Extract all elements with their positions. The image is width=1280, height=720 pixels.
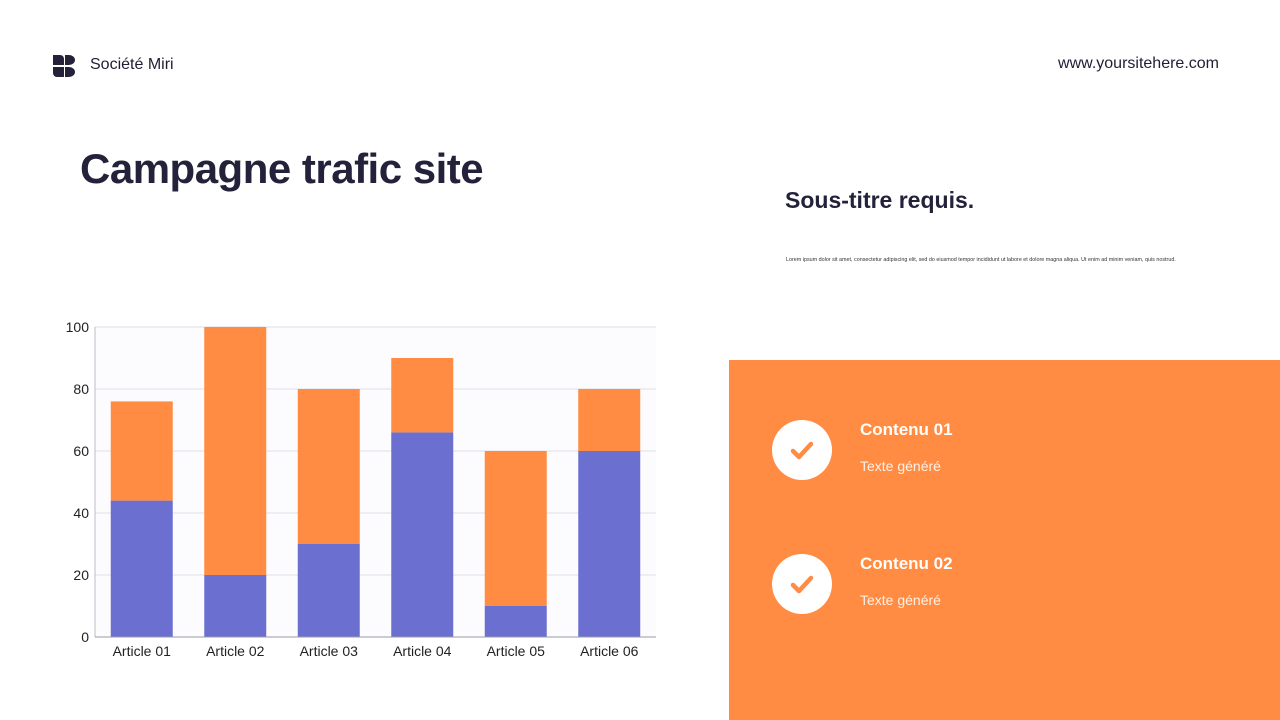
bar-segment xyxy=(391,432,454,637)
bar-segment xyxy=(297,544,360,637)
y-tick-label: 0 xyxy=(81,629,89,645)
x-tick-label: Article 06 xyxy=(580,643,639,659)
bar-segment xyxy=(204,575,267,637)
page-title: Campagne trafic site xyxy=(80,145,484,192)
bar-segment xyxy=(578,451,641,637)
company-logo-icon xyxy=(53,55,75,77)
bar-segment xyxy=(110,401,173,501)
check-icon xyxy=(772,554,832,614)
stacked-bar-chart: 0 20 40 60 80 100 Article 01 Article 02 Article … xyxy=(66,319,656,659)
bar-segment xyxy=(484,451,547,606)
x-tick-label: Article 05 xyxy=(487,643,546,659)
y-tick-label: 40 xyxy=(73,505,89,521)
y-tick-label: 60 xyxy=(73,443,89,459)
company-name: Société Miri xyxy=(90,56,174,73)
content-item-text: Texte généré xyxy=(860,458,941,474)
y-tick-label: 20 xyxy=(73,567,89,583)
bar-segment xyxy=(297,389,360,544)
y-tick-label: 100 xyxy=(66,319,90,335)
y-tick-label: 80 xyxy=(73,381,89,397)
x-tick-label: Article 01 xyxy=(113,643,172,659)
x-tick-label: Article 02 xyxy=(206,643,265,659)
bar-segment xyxy=(204,327,267,575)
content-item-title: Contenu 02 xyxy=(860,554,953,573)
x-tick-label: Article 04 xyxy=(393,643,452,659)
bar-segment xyxy=(110,500,173,637)
subtitle: Sous-titre requis. xyxy=(785,187,975,213)
content-item-text: Texte généré xyxy=(860,592,941,608)
bar-segment xyxy=(484,606,547,637)
check-icon xyxy=(772,420,832,480)
body-text: Lorem ipsum dolor sit amet, consectetur … xyxy=(786,257,1176,263)
website-link[interactable]: www.yoursitehere.com xyxy=(1058,55,1219,72)
x-tick-label: Article 03 xyxy=(300,643,359,659)
content-item-title: Contenu 01 xyxy=(860,420,953,439)
content-panel: Contenu 01 Texte généré Contenu 02 Texte… xyxy=(729,360,1280,720)
bar-segment xyxy=(391,358,454,433)
plot-area xyxy=(95,327,656,637)
bar-segment xyxy=(578,389,641,451)
